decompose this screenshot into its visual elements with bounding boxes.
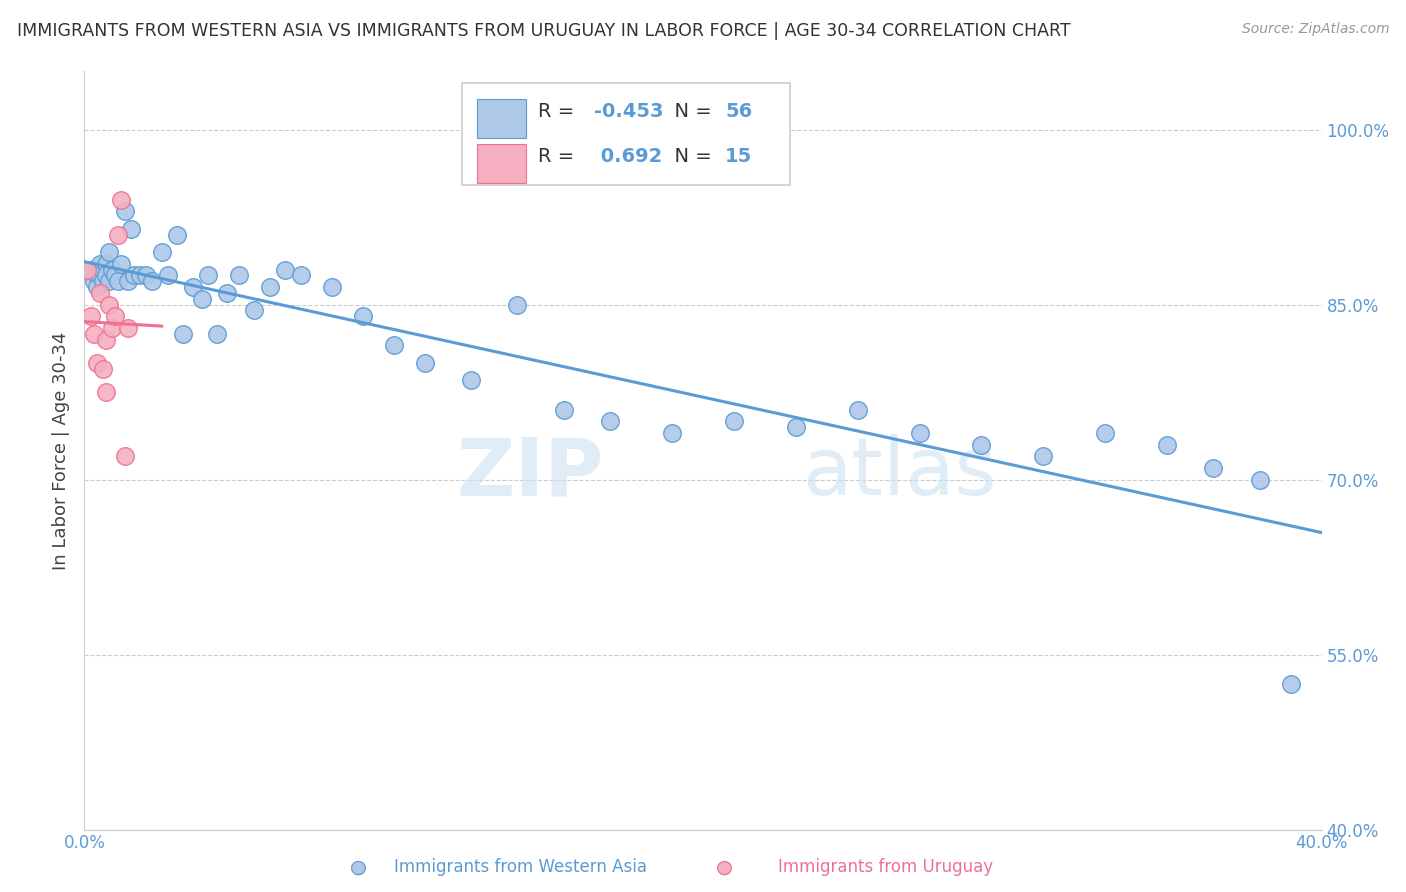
- Point: [83, 326, 105, 341]
- Point: [228, 268, 250, 283]
- Point: [1249, 473, 1271, 487]
- Bar: [477, 98, 526, 138]
- Point: [94, 333, 117, 347]
- Text: ZIP: ZIP: [457, 434, 605, 512]
- Point: [98, 274, 121, 288]
- Point: [352, 310, 374, 324]
- Text: atlas: atlas: [801, 434, 997, 512]
- Point: [120, 222, 142, 236]
- Point: [274, 262, 297, 277]
- Point: [970, 437, 993, 451]
- Point: [110, 193, 132, 207]
- Point: [166, 227, 188, 242]
- Text: ●: ●: [350, 857, 367, 877]
- Point: [89, 257, 111, 271]
- FancyBboxPatch shape: [461, 83, 790, 186]
- Point: [135, 268, 157, 283]
- Point: [98, 298, 121, 312]
- Point: [89, 268, 111, 283]
- Point: [107, 274, 129, 288]
- Point: [661, 425, 683, 440]
- Point: [1032, 450, 1054, 464]
- Text: Source: ZipAtlas.com: Source: ZipAtlas.com: [1241, 22, 1389, 37]
- Text: IMMIGRANTS FROM WESTERN ASIA VS IMMIGRANTS FROM URUGUAY IN LABOR FORCE | AGE 30-: IMMIGRANTS FROM WESTERN ASIA VS IMMIGRAN…: [17, 22, 1070, 40]
- Point: [104, 268, 127, 283]
- Point: [94, 257, 117, 271]
- Point: [141, 274, 163, 288]
- Point: [382, 338, 405, 352]
- Text: ○: ○: [716, 857, 733, 877]
- Point: [413, 356, 436, 370]
- Text: N =: N =: [662, 102, 718, 121]
- Text: 15: 15: [725, 147, 752, 166]
- Point: [91, 274, 114, 288]
- Point: [129, 268, 152, 283]
- Point: [91, 361, 114, 376]
- Text: ○: ○: [350, 857, 367, 877]
- Text: -0.453: -0.453: [595, 102, 664, 121]
- Point: [79, 310, 101, 324]
- Text: 0.692: 0.692: [595, 147, 662, 166]
- Point: [114, 450, 136, 464]
- Point: [259, 280, 281, 294]
- Point: [76, 262, 98, 277]
- Point: [290, 268, 312, 283]
- Point: [86, 356, 108, 370]
- Point: [114, 204, 136, 219]
- Point: [1156, 437, 1178, 451]
- Point: [506, 298, 529, 312]
- Text: R =: R =: [538, 102, 581, 121]
- Point: [553, 402, 575, 417]
- Point: [908, 425, 931, 440]
- Point: [181, 280, 204, 294]
- Point: [1202, 461, 1225, 475]
- Point: [89, 285, 111, 300]
- Point: [86, 280, 108, 294]
- Point: [156, 268, 179, 283]
- Point: [1279, 677, 1302, 691]
- Point: [83, 274, 105, 288]
- Point: [785, 420, 807, 434]
- Point: [723, 414, 745, 428]
- Point: [207, 326, 229, 341]
- Text: 56: 56: [725, 102, 752, 121]
- Text: ●: ●: [716, 857, 733, 877]
- Point: [107, 227, 129, 242]
- Point: [101, 321, 124, 335]
- Point: [94, 385, 117, 400]
- Text: Immigrants from Western Asia: Immigrants from Western Asia: [394, 858, 647, 876]
- Point: [243, 303, 266, 318]
- Point: [86, 268, 108, 283]
- Point: [150, 245, 173, 260]
- Point: [110, 257, 132, 271]
- Point: [117, 321, 139, 335]
- Bar: [477, 144, 526, 183]
- Point: [79, 262, 101, 277]
- Point: [321, 280, 343, 294]
- Point: [122, 268, 145, 283]
- Point: [191, 292, 214, 306]
- Point: [460, 374, 482, 388]
- Text: N =: N =: [662, 147, 718, 166]
- Point: [172, 326, 194, 341]
- Y-axis label: In Labor Force | Age 30-34: In Labor Force | Age 30-34: [52, 331, 70, 570]
- Text: R =: R =: [538, 147, 581, 166]
- Point: [846, 402, 869, 417]
- Point: [197, 268, 219, 283]
- Point: [94, 268, 117, 283]
- Point: [104, 310, 127, 324]
- Point: [101, 262, 124, 277]
- Point: [1094, 425, 1116, 440]
- Point: [599, 414, 621, 428]
- Point: [117, 274, 139, 288]
- Point: [98, 245, 121, 260]
- Text: Immigrants from Uruguay: Immigrants from Uruguay: [778, 858, 994, 876]
- Point: [215, 285, 238, 300]
